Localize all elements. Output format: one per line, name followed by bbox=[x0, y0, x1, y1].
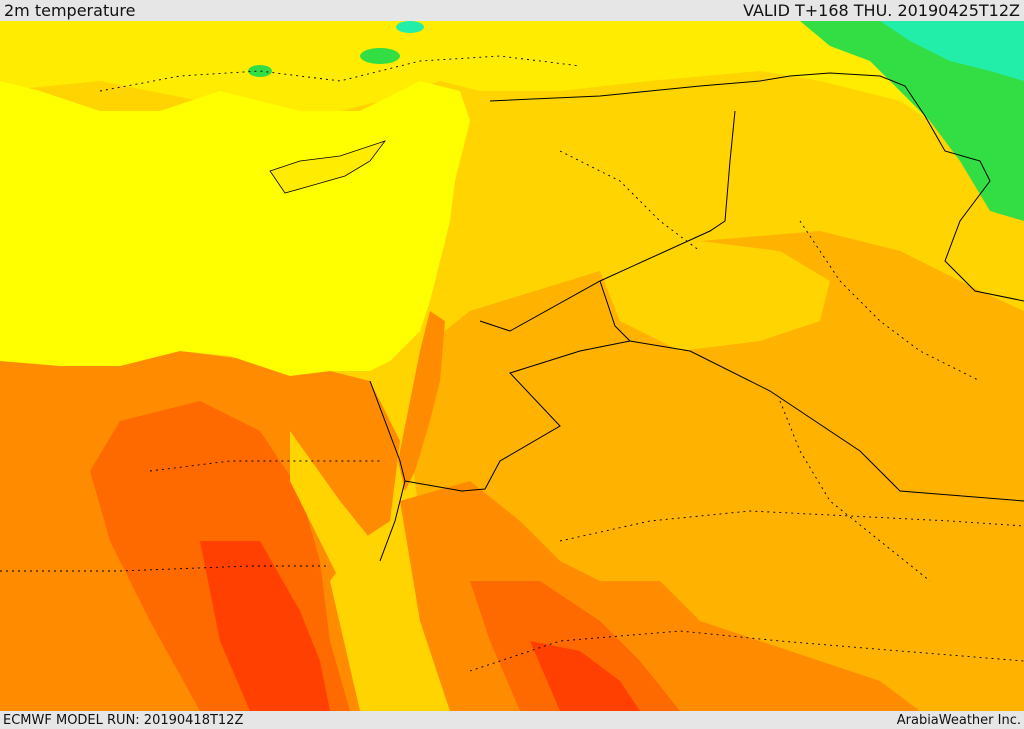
map-header: 2m temperature VALID T+168 THU. 20190425… bbox=[0, 0, 1024, 21]
cold-spot-west bbox=[248, 65, 272, 77]
cyprus-island bbox=[269, 140, 387, 194]
province-lines bbox=[0, 55, 1024, 672]
hejaz-red-core bbox=[530, 641, 640, 711]
map-footer: ECMWF MODEL RUN: 20190418T12Z ArabiaWeat… bbox=[0, 711, 1024, 729]
temperature-map[interactable] bbox=[0, 21, 1024, 711]
cold-mountains bbox=[800, 21, 1024, 221]
egypt-red-core bbox=[200, 541, 330, 711]
credit: ArabiaWeather Inc. bbox=[896, 712, 1021, 728]
cold-spot-top bbox=[396, 21, 424, 33]
jordan-valley bbox=[398, 311, 445, 491]
mediterranean-sea bbox=[0, 81, 470, 376]
red-sea bbox=[290, 431, 450, 711]
turkey-region bbox=[0, 21, 1024, 171]
country-borders bbox=[369, 72, 1024, 562]
valid-time: VALID T+168 THU. 20190425T12Z bbox=[743, 1, 1020, 20]
north-iraq-patch bbox=[600, 241, 830, 351]
map-title: 2m temperature bbox=[4, 1, 136, 20]
model-run: ECMWF MODEL RUN: 20190418T12Z bbox=[3, 712, 244, 728]
cold-spot-north bbox=[360, 48, 400, 64]
hejaz-hot-core bbox=[470, 581, 680, 711]
cold-peak bbox=[880, 21, 1024, 81]
